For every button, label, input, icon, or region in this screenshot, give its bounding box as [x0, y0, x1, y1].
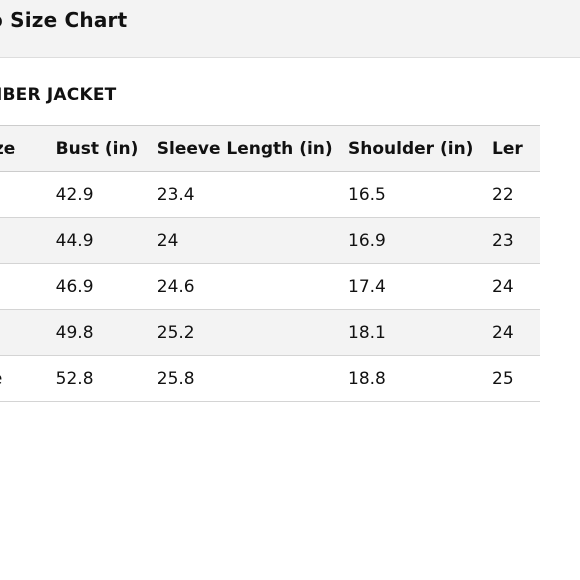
size-chart-table: l Size Bust (in) Sleeve Length (in) Shou… [0, 125, 540, 402]
table-cell: 18.1 [348, 322, 386, 343]
table-cell: 42.9 [55, 184, 94, 205]
table-row: 42.9 23.4 16.5 22 [0, 171, 540, 218]
table-cell: 25.2 [156, 322, 195, 343]
column-header-bust: Bust (in) [55, 138, 139, 159]
page-title: o Size Chart [0, 8, 128, 32]
table-row: arge 52.8 25.8 18.8 25 [0, 355, 540, 402]
table-cell: 23 [492, 230, 514, 251]
table-cell: 16.5 [348, 184, 386, 205]
column-header-length: Ler [492, 138, 523, 159]
table-row: 46.9 24.6 17.4 24 [0, 263, 540, 310]
table-cell: um [0, 218, 56, 264]
table-cell: 24 [492, 322, 514, 343]
table-header-row: l Size Bust (in) Sleeve Length (in) Shou… [0, 125, 540, 172]
section-title: IBER JACKET [0, 85, 117, 105]
table-cell: 25.8 [156, 368, 195, 389]
table-cell: 24 [156, 230, 179, 251]
column-header-shoulder: Shoulder (in) [348, 138, 474, 159]
table-cell: 44.9 [55, 230, 94, 251]
table-cell [0, 172, 56, 218]
table-cell: 52.8 [55, 368, 94, 389]
table-cell [0, 264, 56, 310]
column-header-size: l Size [0, 138, 16, 159]
table-cell: 46.9 [55, 276, 94, 297]
table-cell: 49.8 [55, 322, 94, 343]
table-cell: 16.9 [348, 230, 386, 251]
table-cell: 23.4 [156, 184, 195, 205]
table-cell: 17.4 [348, 276, 386, 297]
table-row: um 44.9 24 16.9 23 [0, 217, 540, 264]
table-cell: 24.6 [156, 276, 195, 297]
table-cell: 24 [492, 276, 514, 297]
table-row: rge 49.8 25.2 18.1 24 [0, 309, 540, 356]
header-bar: o Size Chart [0, 0, 580, 58]
table-cell: 22 [492, 184, 514, 205]
column-header-sleeve-length: Sleeve Length (in) [156, 138, 333, 159]
table-cell: 18.8 [348, 368, 386, 389]
table-cell: arge [0, 356, 56, 402]
table-cell: rge [0, 310, 56, 356]
table-cell: 25 [492, 368, 514, 389]
